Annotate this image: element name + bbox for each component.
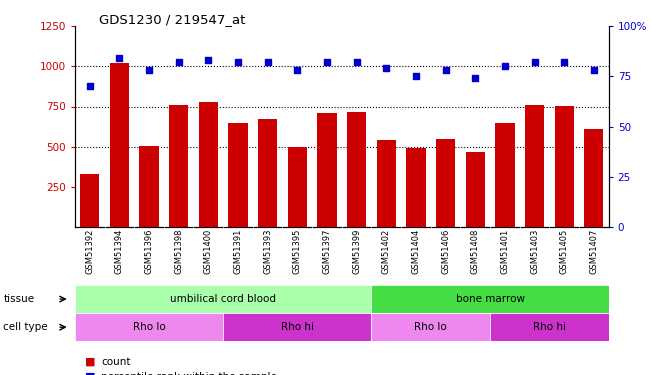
Point xyxy=(352,59,362,65)
Point xyxy=(144,68,154,74)
Bar xyxy=(377,140,396,227)
Text: Rho hi: Rho hi xyxy=(281,322,314,332)
Bar xyxy=(80,174,100,227)
Text: ■: ■ xyxy=(85,357,95,367)
Bar xyxy=(406,148,426,227)
Bar xyxy=(317,113,337,227)
Point xyxy=(233,59,243,65)
Bar xyxy=(372,313,490,341)
Point xyxy=(85,84,95,90)
Bar xyxy=(555,106,574,227)
Bar xyxy=(199,102,218,227)
Bar xyxy=(495,123,514,227)
Bar xyxy=(139,146,159,227)
Text: percentile rank within the sample: percentile rank within the sample xyxy=(101,372,277,375)
Bar xyxy=(75,285,372,313)
Bar xyxy=(258,119,277,227)
Point xyxy=(559,59,570,65)
Point xyxy=(114,56,124,62)
Bar xyxy=(465,152,485,227)
Text: cell type: cell type xyxy=(3,322,48,332)
Text: bone marrow: bone marrow xyxy=(456,294,525,304)
Point xyxy=(322,59,332,65)
Point xyxy=(381,65,391,71)
Bar xyxy=(347,112,367,227)
Point xyxy=(529,59,540,65)
Bar xyxy=(584,129,603,227)
Text: Rho lo: Rho lo xyxy=(415,322,447,332)
Bar xyxy=(436,139,455,227)
Bar xyxy=(169,105,188,227)
Point xyxy=(292,68,303,74)
Text: Rho hi: Rho hi xyxy=(533,322,566,332)
Bar xyxy=(229,123,247,227)
Bar xyxy=(110,63,129,227)
Bar xyxy=(223,313,372,341)
Text: Rho lo: Rho lo xyxy=(133,322,165,332)
Point xyxy=(173,59,184,65)
Bar xyxy=(372,285,609,313)
Bar xyxy=(490,313,609,341)
Bar xyxy=(75,313,223,341)
Text: ■: ■ xyxy=(85,372,95,375)
Point xyxy=(440,68,450,74)
Text: count: count xyxy=(101,357,130,367)
Text: tissue: tissue xyxy=(3,294,35,304)
Text: umbilical cord blood: umbilical cord blood xyxy=(170,294,276,304)
Point xyxy=(411,74,421,80)
Point xyxy=(203,57,214,63)
Text: GDS1230 / 219547_at: GDS1230 / 219547_at xyxy=(100,13,245,26)
Point xyxy=(589,68,599,74)
Point xyxy=(262,59,273,65)
Point xyxy=(500,63,510,69)
Bar xyxy=(525,105,544,227)
Point xyxy=(470,75,480,81)
Bar xyxy=(288,147,307,227)
